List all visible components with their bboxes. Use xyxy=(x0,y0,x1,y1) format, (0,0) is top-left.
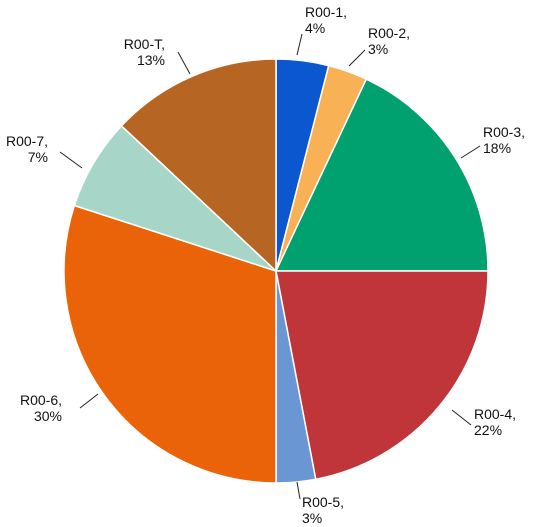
slice-value-label-r00-5: 3% xyxy=(302,510,322,526)
leader-line-r00-6 xyxy=(79,393,99,409)
leader-line-r00-2 xyxy=(348,49,366,67)
pie-slice-r00-t xyxy=(120,58,277,273)
slice-label-r00-3: R00-3, xyxy=(483,124,525,140)
leader-line-r00-t xyxy=(177,51,191,75)
slice-label-r00-6: R00-6, xyxy=(20,392,62,408)
leader-lines xyxy=(59,33,481,500)
leader-line-r00-4 xyxy=(451,409,472,426)
slice-value-label-r00-6: 30% xyxy=(34,408,62,424)
slice-label-r00-4: R00-4, xyxy=(474,406,516,422)
pie-slice-r00-3 xyxy=(274,78,489,272)
leader-line-r00-5 xyxy=(296,481,301,500)
slice-label-r00-2: R00-2, xyxy=(368,25,410,41)
leader-line-r00-3 xyxy=(460,145,481,159)
slice-value-label-r00-3: 18% xyxy=(483,140,511,156)
slice-labels: R00-1,4% R00-2,3%R00-3,18%R00-4,22%R00-5,… xyxy=(6,4,525,526)
slice-label-r00-5: R00-5, xyxy=(302,494,344,510)
pie-slices xyxy=(63,58,489,484)
slice-label-r00-t: R00-T, xyxy=(124,36,165,52)
pie-slice-r00-4 xyxy=(275,270,489,481)
leader-line-r00-7 xyxy=(59,151,83,169)
slice-label-r00-1: R00-1, xyxy=(305,4,347,20)
slice-value-label-r00-4: 22% xyxy=(474,422,502,438)
leader-line-r00-1 xyxy=(296,33,303,56)
slice-value-label-r00-7: 7% xyxy=(28,149,48,165)
pie-slice-r00-6 xyxy=(63,204,277,484)
slice-label-r00-7: R00-7, xyxy=(6,133,48,149)
slice-value-label-r00-2: 3% xyxy=(368,41,388,57)
slice-value-label-r00-1: 4% xyxy=(305,20,325,36)
slice-value-label-r00-t: 13% xyxy=(137,52,165,68)
